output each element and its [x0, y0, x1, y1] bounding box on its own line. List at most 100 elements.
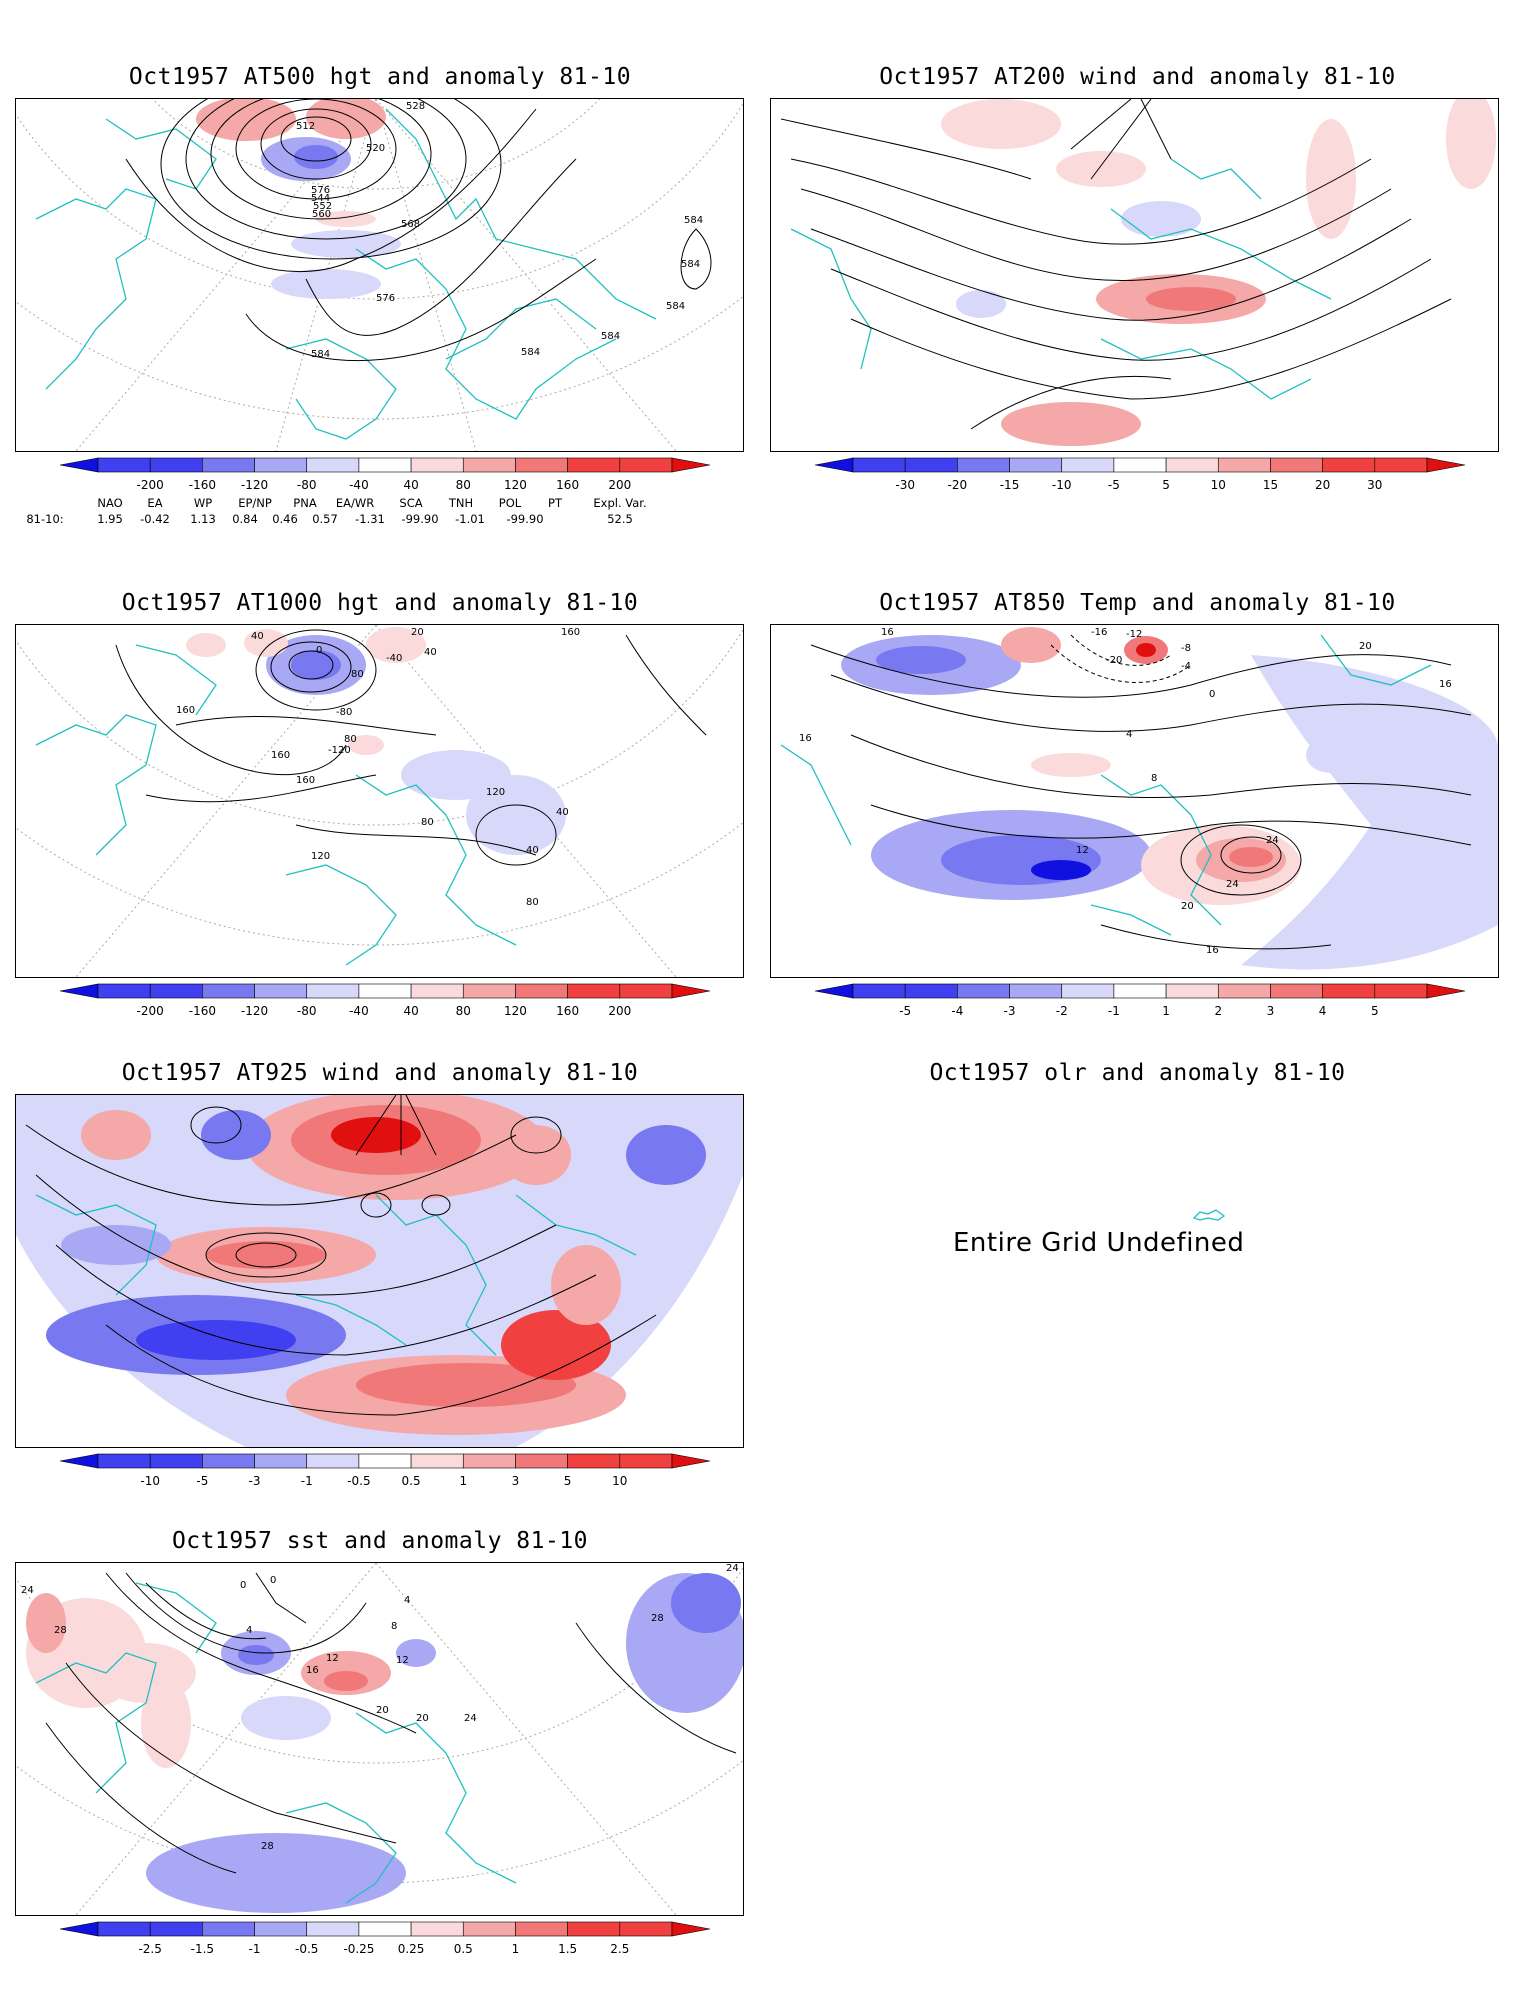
colorbar: -10 -5 -3 -1 -0.5 0.5 1 3 5 10 [59, 1453, 711, 1490]
contour-label: 528 [406, 101, 425, 112]
contour-label: -120 [328, 745, 351, 756]
colorbar-swatch [957, 983, 1010, 999]
panel-title: Oct1957 sst and anomaly 81-10 [171, 1528, 589, 1554]
colorbar-swatch [202, 983, 255, 999]
colorbar-tick-label: 1 [459, 1474, 468, 1488]
colorbar-tick-label: -3 [248, 1474, 261, 1488]
colorbar-swatches [814, 457, 1466, 473]
colorbar-swatch [515, 1921, 568, 1937]
colorbar-swatch [852, 983, 906, 999]
temp-contours [810, 634, 1472, 950]
index-header: EP/NP [238, 496, 272, 510]
index-header: PNA [293, 496, 317, 510]
colorbar-swatches [814, 983, 1466, 999]
contour-label: -20 [1106, 655, 1122, 666]
index-value: 0.57 [312, 512, 338, 526]
colorbar-tick-label: -4 [951, 1004, 964, 1018]
contour-label: 16 [799, 733, 812, 744]
colorbar-tick-label: -40 [349, 478, 369, 492]
colorbar-swatch [254, 983, 308, 999]
colorbar-tick-label: -1 [248, 1942, 261, 1956]
contour-label: 20 [376, 1705, 389, 1716]
graticule [16, 1563, 743, 1915]
contour-label: 20 [1181, 901, 1194, 912]
colorbar-tick-label: 5 [1162, 478, 1170, 492]
contour-label: 24 [726, 1563, 739, 1574]
colorbar-arrow-low [59, 457, 99, 473]
colorbar: -200 -160 -120 -80 -40 40 80 120 160 200 [59, 457, 711, 494]
contour-label: 20 [411, 627, 424, 638]
contour-label: 8 [391, 1621, 397, 1632]
colorbar-swatch [410, 1921, 464, 1937]
contour-label: 4 [246, 1625, 252, 1636]
colorbar-tick-label: 80 [455, 478, 471, 492]
colorbar-swatch [904, 983, 958, 999]
colorbar-swatch [410, 457, 464, 473]
anomaly-shading [941, 99, 1496, 446]
colorbar-tick-label: 2.5 [610, 1942, 630, 1956]
colorbar-tick-label: -3 [1003, 1004, 1016, 1018]
contour-labels: 512 520 528 576 544 552 560 568 576 584 … [296, 101, 703, 360]
contour-label: 12 [396, 1655, 409, 1666]
map-frame: 16 -16 -12 -20 -8 -4 0 20 16 16 4 8 12 2… [770, 624, 1499, 978]
index-header: WP [193, 496, 213, 510]
colorbar-swatch [1217, 457, 1271, 473]
colorbar-tick-label: -0.5 [347, 1474, 371, 1488]
index-header: SCA [399, 496, 423, 510]
index-value: 0.46 [272, 512, 298, 526]
anomaly-shading [26, 1573, 743, 1913]
colorbar-tick-label: 10 [612, 1474, 628, 1488]
colorbar: -2.5 -1.5 -1 -0.5 -0.25 0.25 0.5 1 1.5 2.5 [59, 1921, 711, 1958]
contour-label: 160 [296, 775, 315, 786]
colorbar-swatch [1374, 983, 1428, 999]
colorbar-tick-label: 1.5 [558, 1942, 578, 1956]
colorbar-tick-label: -200 [136, 1004, 164, 1018]
anomaly-shading [186, 627, 566, 855]
colorbar-tick-label: 120 [504, 1004, 527, 1018]
panel-title: Oct1957 AT850 Temp and anomaly 81-10 [879, 590, 1396, 616]
index-value: -1.31 [355, 512, 385, 526]
colorbar-tick-label: -10 [140, 1474, 160, 1488]
map-plot: 40 20 160 -40 0 40 80 -80 80 -120 160 16… [16, 625, 743, 977]
colorbar-swatch [149, 1453, 203, 1469]
height-contours [125, 99, 712, 361]
colorbar-arrow-high [671, 983, 711, 999]
index-header: EA [147, 496, 163, 510]
contour-label: 160 [176, 705, 195, 716]
contour-label: 16 [1439, 679, 1452, 690]
colorbar-swatch [1322, 457, 1376, 473]
colorbar-tick-label: 5 [563, 1474, 572, 1488]
colorbar-tick-label: -1 [300, 1474, 313, 1488]
colorbar-tick-label: 160 [556, 478, 580, 492]
contour-label: 80 [351, 669, 364, 680]
contour-label: 24 [21, 1585, 34, 1596]
contour-label: -4 [1181, 661, 1191, 672]
index-value: -0.42 [140, 512, 170, 526]
contour-label: -8 [1181, 643, 1191, 654]
colorbar-tick-label: -0.25 [343, 1942, 375, 1956]
colorbar-tick-label: -200 [136, 478, 164, 492]
colorbar-swatch [202, 1921, 255, 1937]
colorbar-swatch [619, 1921, 673, 1937]
map-plot [780, 99, 1496, 446]
contour-label: 160 [271, 750, 290, 761]
colorbar-swatch [254, 457, 308, 473]
colorbar-tick-label: -5 [899, 1004, 912, 1018]
colorbar-swatch [1061, 983, 1115, 999]
index-value: -99.90 [401, 512, 439, 526]
graticule [16, 625, 743, 977]
colorbar-tick-label: 3 [511, 1474, 520, 1488]
coastlines [780, 634, 1432, 936]
colorbar-swatches [59, 457, 711, 473]
contour-label: 120 [311, 851, 330, 862]
map-plot [16, 1095, 743, 1447]
colorbar-swatch [852, 457, 906, 473]
colorbar-swatch [462, 983, 516, 999]
colorbar-swatch [1009, 983, 1063, 999]
undefined-grid-message: Entire Grid Undefined [953, 1228, 1245, 1258]
colorbar-swatch [358, 983, 412, 999]
colorbar-tick-label: -120 [240, 478, 269, 492]
coastlines [35, 108, 657, 440]
map-plot: 512 520 528 576 544 552 560 568 576 584 … [16, 99, 743, 451]
contour-label: 40 [556, 807, 569, 818]
